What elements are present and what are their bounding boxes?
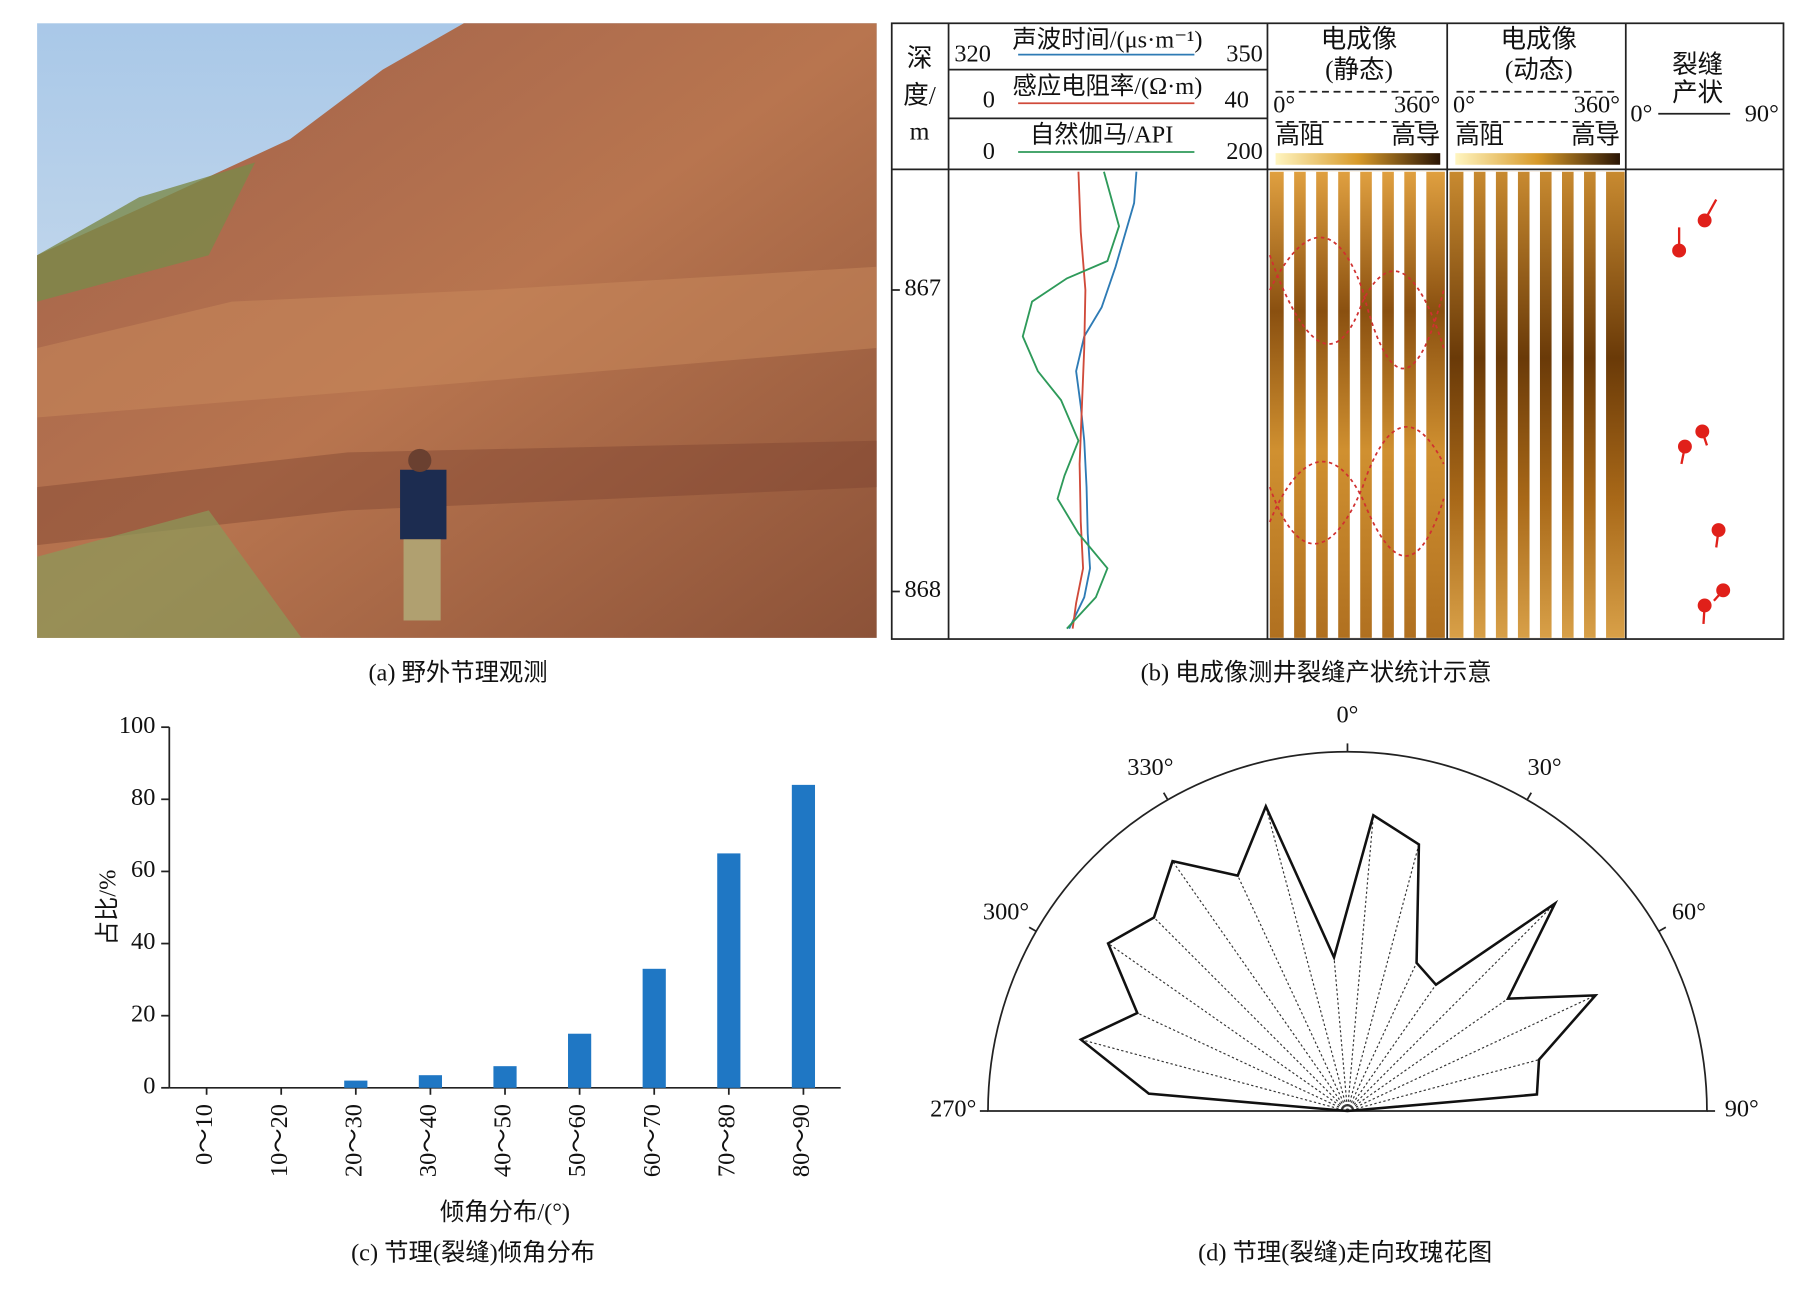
rose-spoke [1107,942,1348,1112]
bar [717,853,741,1088]
x-tick-label: 50～60 [564,1104,591,1177]
curve-name: 感应电阻率/(Ω·m) [1013,73,1203,100]
rose-outline [1078,803,1599,1113]
track-title: 电成像 [1321,25,1398,54]
y-tick-label: 80 [131,784,155,811]
field-photo [37,23,877,638]
caption: (b) 电成像测井裂缝产状统计示意 [1141,660,1492,687]
curve-name: 声波时间/(μs·m⁻¹) [1012,26,1202,53]
x-tick-label: 20～30 [340,1104,367,1177]
rose-spoke [1347,994,1596,1112]
track-start: 0° [1453,91,1475,118]
track-high: 高导 [1392,123,1441,150]
angle-label: 60° [1672,898,1706,925]
track-mode: (动态) [1505,55,1573,84]
angle-label: 300° [983,898,1029,925]
caption: (c) 节理(裂缝)倾角分布 [351,1239,595,1266]
angle-tick [1526,792,1533,801]
caption: (a) 野外节理观测 [368,660,547,687]
rose-spoke [1346,844,1420,1112]
bar [791,784,816,1088]
track-high: 高导 [1571,123,1620,150]
rose-spoke [1346,962,1418,1112]
image-tracks [1268,153,1625,638]
rose-spoke [1265,806,1349,1112]
rose-spoke [1347,1059,1540,1112]
x-tick-label: 60～70 [639,1104,666,1177]
rose-spoke [1346,984,1437,1112]
bar [493,1066,517,1088]
track-title: 电成像 [1501,25,1578,54]
x-tick-label: 30～40 [415,1104,442,1177]
angle-tick [1028,926,1037,933]
outer-arc [987,750,1708,1112]
curve-max: 350 [1226,40,1263,67]
y-tick-label: 0 [143,1072,155,1099]
x-tick-label: 80～90 [788,1104,815,1177]
angle-label: 330° [1127,754,1173,781]
depth-header: 深 [907,43,933,72]
y-tick-label: 60 [131,856,155,883]
x-tick-label: 0～10 [191,1104,218,1165]
log-underlines [1018,53,1195,153]
rose-spoke [1237,875,1348,1112]
rose-spoke [1137,1012,1348,1112]
rose-spoke [1153,917,1348,1112]
curve-min: 0 [983,87,995,114]
angle-label: 90° [1725,1096,1759,1123]
y-tick-label: 20 [131,1000,155,1027]
curve-min: 320 [954,40,991,67]
bar [568,1033,592,1088]
y-tick-label: 100 [119,712,156,739]
y-axis-label: 占比/% [95,870,122,946]
curve-min: 0 [983,138,995,165]
log-text: 深 度/ m 867 868 声波时间/(μs·m⁻¹) 320 350 感应电… [903,25,1779,603]
bar [418,1075,443,1088]
angle-tick [1162,792,1169,801]
x-tick-label: 40～50 [490,1104,517,1177]
rose-spoke [1347,903,1556,1112]
track-start: 0° [1273,91,1295,118]
y-tick-label: 40 [131,928,155,955]
rose-spoke [1172,860,1348,1112]
log-panel [890,22,1785,640]
caption: (d) 节理(裂缝)走向玫瑰花图 [1198,1239,1492,1266]
track-low: 高阻 [1276,123,1325,150]
fracture-max: 90° [1745,101,1779,128]
depth-header: 度/ [903,80,937,109]
track-low: 高阻 [1455,123,1504,150]
curve-name: 自然伽马/API [1030,122,1173,149]
fracture-title: 产状 [1672,78,1723,107]
track-end: 360° [1574,91,1620,118]
x-tick-label: 70～80 [713,1104,740,1177]
curve-max: 40 [1225,87,1249,114]
angle-tick [1658,926,1667,933]
bar [642,968,666,1088]
curve-max: 200 [1226,138,1263,165]
log-curves [1021,171,1138,630]
depth-header: m [910,116,930,145]
depth-tick: 867 [905,275,942,302]
x-axis-label: 倾角分布/(°) [440,1199,570,1226]
x-tick-label: 10～20 [266,1104,293,1177]
angle-label: 270° [930,1096,976,1123]
angle-label: 30° [1528,754,1562,781]
fracture-min: 0° [1630,101,1652,128]
fracture-tadpoles [1672,198,1731,625]
rose-spoke [1347,998,1509,1112]
depth-tick: 868 [905,576,942,603]
angle-label: 0° [1337,701,1359,728]
fracture-title: 裂缝 [1672,50,1723,79]
track-mode: (静态) [1325,55,1393,84]
track-end: 360° [1394,91,1440,118]
bar [344,1080,368,1088]
